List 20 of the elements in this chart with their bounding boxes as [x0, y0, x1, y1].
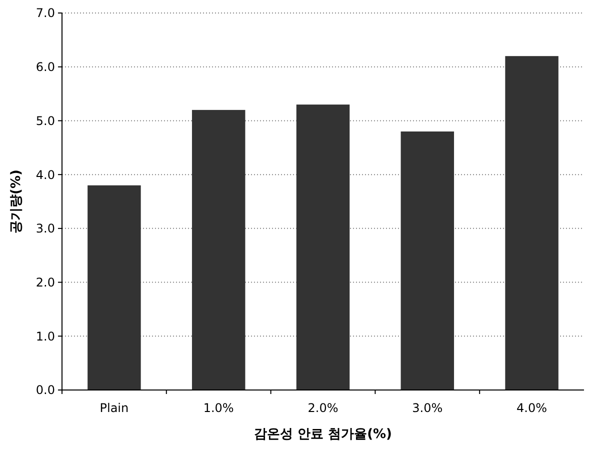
bar — [88, 185, 141, 390]
bar — [192, 110, 246, 390]
y-tick-label: 2.0 — [36, 275, 55, 290]
x-tick-label: 1.0% — [203, 401, 234, 415]
y-tick-label: 4.0 — [36, 168, 55, 182]
x-axis-title: 감온성 안료 첨가율(%) — [254, 427, 392, 442]
y-tick-label: 6.0 — [36, 60, 55, 74]
x-tick-label: 3.0% — [412, 401, 443, 415]
y-tick-label: 7.0 — [36, 6, 55, 20]
y-tick-label: 1.0 — [36, 329, 55, 344]
bar — [505, 56, 558, 390]
bar — [400, 131, 454, 390]
y-tick-label: 3.0 — [36, 222, 55, 236]
x-tick-label: 4.0% — [516, 401, 548, 415]
y-axis-title: 공기량(%) — [9, 170, 24, 234]
x-tick-label: 2.0% — [308, 401, 338, 415]
bar — [296, 104, 350, 390]
y-tick-label: 5.0 — [36, 114, 55, 128]
x-tick-label: Plain — [100, 401, 129, 415]
y-tick-label: 0.0 — [36, 383, 55, 398]
